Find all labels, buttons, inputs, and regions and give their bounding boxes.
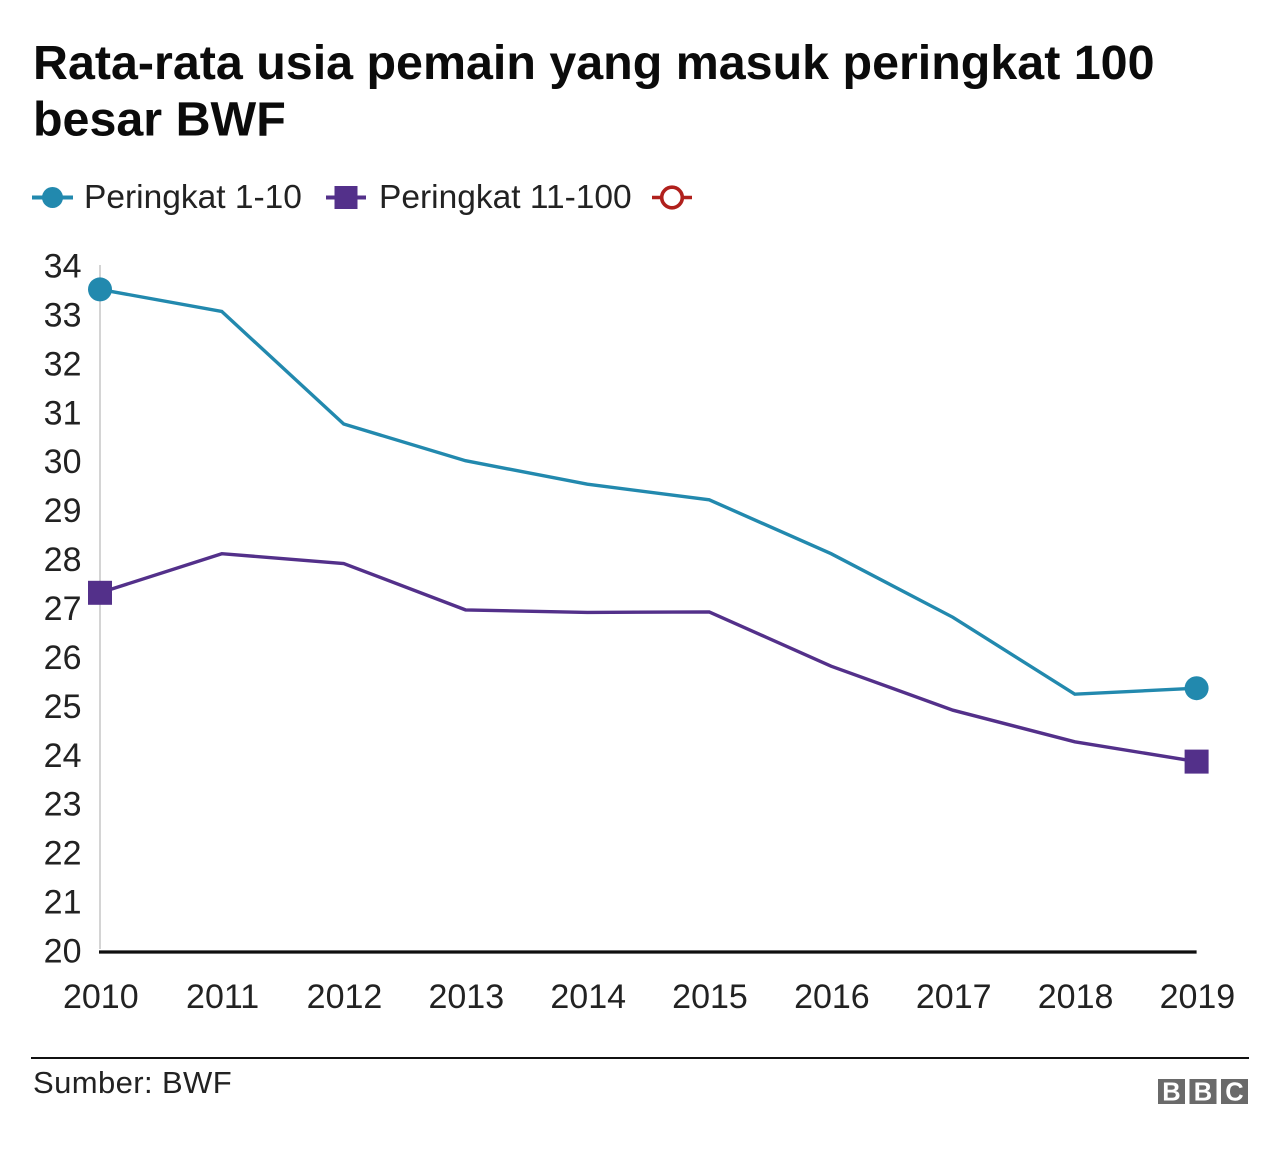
svg-text:33: 33 (44, 296, 82, 334)
svg-text:Rata-rata usia pemain yang mas: Rata-rata usia pemain yang masuk peringk… (33, 36, 1155, 90)
svg-text:22: 22 (44, 835, 82, 873)
svg-text:2010: 2010 (63, 978, 139, 1016)
svg-text:26: 26 (44, 639, 82, 677)
svg-text:2013: 2013 (428, 978, 504, 1016)
svg-text:B: B (1162, 1078, 1180, 1106)
svg-text:2011: 2011 (186, 978, 259, 1016)
svg-text:B: B (1194, 1078, 1212, 1106)
svg-text:21: 21 (44, 884, 82, 922)
svg-text:28: 28 (44, 541, 82, 579)
svg-text:Peringkat 11-100: Peringkat 11-100 (379, 179, 632, 216)
svg-text:20: 20 (44, 933, 82, 971)
svg-text:2015: 2015 (672, 978, 748, 1016)
svg-text:30: 30 (44, 443, 82, 481)
svg-text:34: 34 (44, 248, 82, 286)
svg-text:31: 31 (44, 394, 82, 432)
svg-text:besar BWF: besar BWF (33, 92, 286, 146)
svg-text:27: 27 (44, 590, 82, 628)
svg-text:2012: 2012 (307, 978, 383, 1016)
svg-text:23: 23 (44, 786, 82, 824)
svg-text:2014: 2014 (550, 978, 626, 1016)
svg-text:29: 29 (44, 492, 82, 530)
svg-text:32: 32 (44, 345, 82, 383)
svg-text:C: C (1225, 1078, 1243, 1106)
svg-text:2019: 2019 (1160, 978, 1236, 1016)
svg-text:2016: 2016 (794, 978, 870, 1016)
svg-text:24: 24 (44, 737, 82, 775)
svg-text:Peringkat 1-10: Peringkat 1-10 (84, 179, 302, 216)
svg-text:2018: 2018 (1038, 978, 1114, 1016)
svg-text:25: 25 (44, 688, 82, 726)
svg-text:Sumber: BWF: Sumber: BWF (33, 1065, 232, 1100)
svg-text:2017: 2017 (916, 978, 992, 1016)
